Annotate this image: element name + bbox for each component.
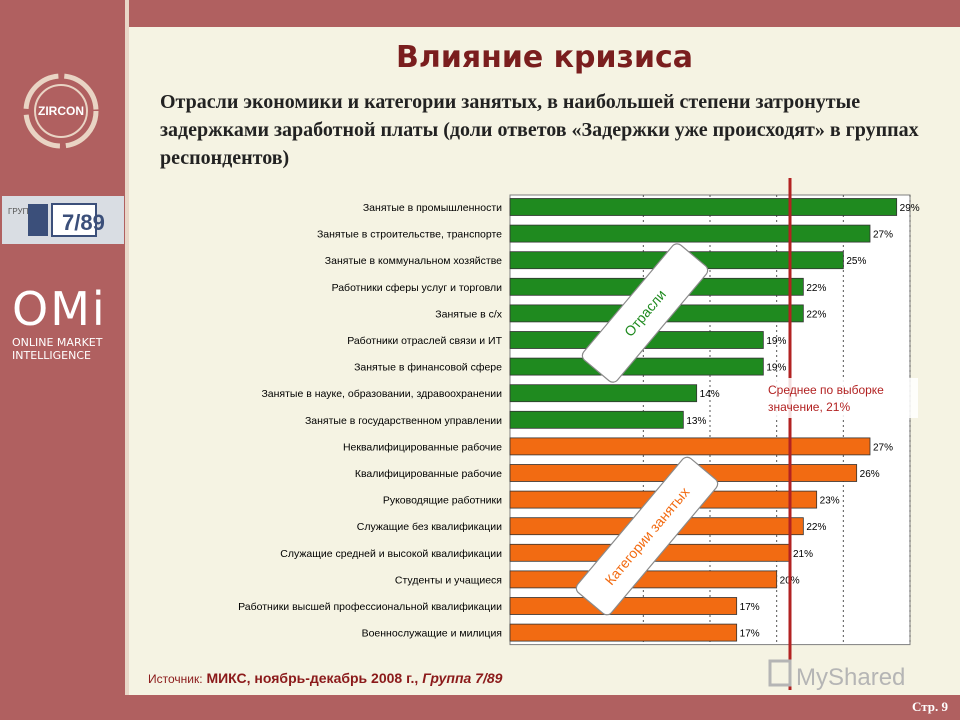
slide-title: Влияние кризиса: [396, 40, 693, 75]
category-label: Занятые в коммунальном хозяйстве: [325, 255, 502, 267]
data-label: 23%: [820, 496, 840, 507]
left-strip: [125, 27, 129, 695]
bar: [509, 357, 764, 376]
source-label: Источник:: [148, 672, 203, 686]
data-label: 26%: [860, 469, 880, 480]
top-band-gap: [125, 0, 129, 27]
data-label: 22%: [806, 283, 826, 294]
category-label: Работники высшей профессиональной квалиф…: [238, 601, 502, 613]
data-label: 22%: [806, 309, 826, 320]
bar: [509, 384, 698, 403]
zircon-logo: ZIRCON: [23, 73, 99, 149]
bar: [509, 198, 898, 216]
source-note: Источник: МИКС, ноябрь-декабрь 2008 г., …: [148, 670, 502, 686]
average-label-line1: Среднее по выборке: [768, 383, 884, 397]
category-label: Руководящие работники: [383, 495, 502, 507]
banner-industries-box: [581, 243, 709, 383]
zircon-logo-text: ZIRCON: [38, 104, 84, 118]
myshared-watermark: MyShared: [768, 659, 905, 691]
data-label: 19%: [766, 363, 786, 374]
banner-categories-box: [575, 456, 719, 616]
average-label-box: [762, 378, 918, 418]
watermark-text: MyShared: [796, 664, 905, 691]
source-text: МИКС, ноябрь-декабрь 2008 г.,: [206, 670, 419, 686]
category-label: Занятые в финансовой сфере: [354, 362, 502, 374]
category-label: Служащие без квалификации: [357, 521, 502, 533]
group-logo-pre: ГРУППА: [8, 207, 40, 216]
category-label: Работники сферы услуг и торговли: [332, 282, 503, 294]
omi-logo: OMi ONLINE MARKET INTELLIGENCE: [12, 286, 107, 362]
data-label: 21%: [793, 549, 813, 560]
omi-logo-line2: INTELLIGENCE: [12, 349, 91, 362]
data-label: 29%: [900, 203, 920, 214]
bar: [509, 410, 684, 429]
data-label: 14%: [700, 389, 720, 400]
category-label: Студенты и учащиеся: [395, 574, 502, 586]
top-band: [0, 0, 960, 27]
source-group: Группа 7/89: [422, 670, 503, 686]
data-label: 19%: [766, 336, 786, 347]
group-789-logo: ГРУППА 7/89: [2, 196, 124, 244]
data-label: 25%: [846, 256, 866, 267]
omi-logo-line1: ONLINE MARKET: [12, 336, 103, 349]
slide-subtitle: Отрасли экономики и категории занятых, в…: [160, 91, 919, 169]
bar: [509, 597, 738, 615]
page-number: Стр. 9: [912, 699, 948, 714]
data-label: 13%: [686, 416, 706, 427]
category-label: Работники отраслей связи и ИТ: [347, 335, 502, 347]
category-label: Занятые в строительстве, транспорте: [317, 229, 502, 241]
bar: [509, 623, 738, 642]
category-label: Занятые в с/х: [435, 308, 502, 320]
left-panel: [0, 27, 125, 695]
category-label: Квалифицированные рабочие: [355, 468, 502, 480]
data-label: 22%: [806, 522, 826, 533]
bottom-band: [0, 695, 960, 720]
category-label: Военнослужащие и милиция: [362, 628, 502, 640]
category-label: Занятые в промышленности: [363, 202, 502, 214]
data-label: 27%: [873, 230, 893, 241]
bar: [509, 437, 871, 456]
data-label: 17%: [740, 602, 760, 613]
bar: [509, 224, 871, 243]
average-label-line2: значение, 21%: [768, 400, 850, 414]
category-label: Занятые в науке, образовании, здравоохра…: [261, 388, 502, 400]
omi-logo-mark: OMi: [12, 282, 107, 336]
group-logo-number: 7/89: [62, 210, 105, 235]
category-label: Служащие средней и высокой квалификации: [280, 548, 502, 560]
category-label: Занятые в государственном управлении: [305, 415, 502, 427]
data-label: 27%: [873, 442, 893, 453]
category-label: Неквалифицированные рабочие: [343, 441, 502, 453]
data-label: 17%: [740, 629, 760, 640]
